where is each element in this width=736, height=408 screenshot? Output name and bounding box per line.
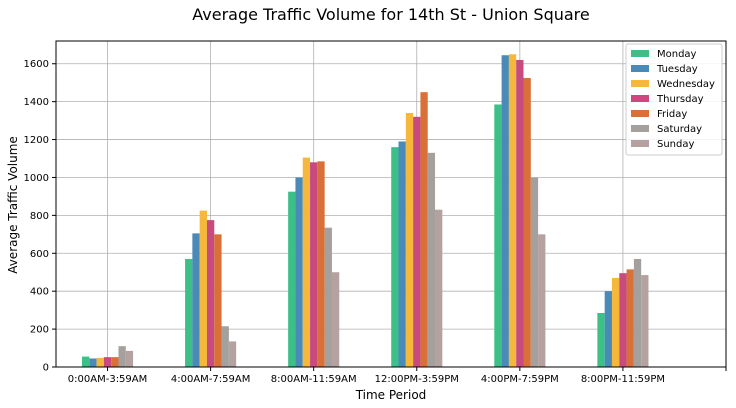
legend-swatch: [631, 65, 649, 72]
bar: [523, 77, 531, 368]
bar: [427, 152, 436, 367]
legend-swatch: [631, 125, 649, 132]
bar: [288, 191, 296, 367]
x-tick-label: 12:00PM-3:59PM: [375, 374, 459, 385]
bar: [206, 220, 215, 367]
bar: [626, 269, 634, 367]
bar: [125, 350, 134, 367]
x-axis-ticks: 0:00AM-3:59AM 4:00AM-7:59AM 8:00AM-11:59AM…: [68, 367, 727, 385]
bar: [538, 234, 546, 367]
bar: [310, 162, 318, 367]
y-axis-ticks: 0 200 400 600 800 1000 1200 1400 1600: [24, 59, 56, 374]
bar: [317, 161, 325, 367]
bar: [214, 234, 222, 367]
y-tick-label: 400: [30, 287, 49, 298]
legend-label: Tuesday: [656, 64, 698, 75]
y-tick-label: 800: [30, 211, 49, 222]
legend: Monday Tuesday Wednesday Thursday Friday Satu…: [625, 43, 723, 156]
bar: [633, 258, 642, 367]
y-tick-label: 1200: [24, 135, 49, 146]
x-tick-label: 8:00AM-11:59AM: [271, 374, 357, 385]
legend-swatch: [631, 110, 649, 117]
plot-frame: [55, 40, 727, 368]
bar: [199, 210, 207, 367]
y-tick-label: 0: [43, 363, 49, 374]
bar: [103, 357, 112, 367]
bar: [604, 291, 612, 367]
y-tick-label: 1000: [24, 173, 49, 184]
bar: [413, 116, 421, 367]
bar: [530, 177, 539, 367]
chart-title: Average Traffic Volume for 14th St - Uni…: [192, 5, 590, 24]
x-tick-label: 4:00AM-7:59AM: [171, 374, 250, 385]
legend-swatch: [631, 140, 649, 147]
bar: [516, 59, 524, 367]
bar: [494, 104, 502, 367]
legend-swatch: [631, 95, 649, 102]
bar: [221, 326, 229, 367]
bar: [641, 275, 649, 367]
bar: [611, 277, 620, 367]
bar: [228, 341, 237, 367]
bar: [398, 141, 406, 367]
bar: [435, 209, 443, 367]
bar: [501, 55, 509, 367]
legend-label: Monday: [657, 49, 697, 60]
y-tick-label: 200: [30, 325, 49, 336]
bar: [619, 273, 627, 367]
legend-label: Saturday: [657, 124, 702, 135]
bar: [192, 233, 200, 367]
bar: [324, 227, 332, 367]
bar: [89, 358, 97, 367]
x-tick-label: 4:00PM-7:59PM: [481, 374, 559, 385]
legend-swatch: [631, 50, 649, 57]
y-tick-label: 600: [30, 249, 49, 260]
legend-label: Friday: [657, 109, 687, 120]
bar: [81, 356, 90, 367]
bar: [185, 258, 193, 367]
y-tick-label: 1600: [24, 59, 49, 70]
y-axis-label: Average Traffic Volume: [6, 136, 20, 274]
legend-box: [625, 43, 723, 156]
bar: [420, 92, 428, 368]
legend-label: Sunday: [657, 139, 694, 150]
legend-label: Thursday: [656, 94, 704, 105]
y-tick-label: 1400: [24, 97, 49, 108]
bar: [405, 113, 414, 367]
bar: [391, 147, 399, 367]
bar: [118, 346, 126, 367]
x-tick-label: 8:00PM-11:59PM: [581, 374, 665, 385]
bar: [96, 357, 104, 367]
x-tick-label: 0:00AM-3:59AM: [68, 374, 147, 385]
bar: [111, 357, 119, 367]
bar: [331, 272, 340, 367]
bar: [295, 177, 303, 367]
legend-label: Wednesday: [657, 79, 715, 90]
x-axis-label: Time Period: [355, 388, 427, 402]
bar: [302, 157, 311, 367]
bars: [81, 54, 649, 368]
legend-swatch: [631, 80, 649, 87]
bar: [508, 54, 517, 367]
bar: [597, 312, 605, 367]
